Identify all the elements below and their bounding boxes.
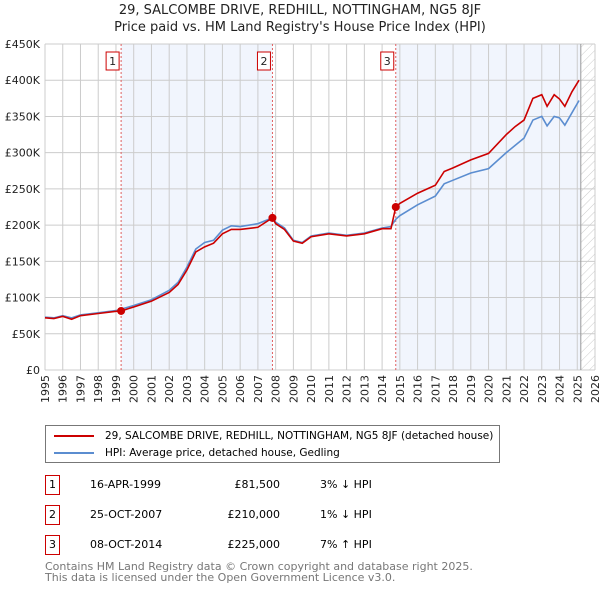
sale-hpi-diff: 1% ↓ HPI [320, 508, 372, 521]
x-tick-label: 2014 [376, 375, 389, 403]
x-tick-label: 2003 [181, 375, 194, 403]
sale-number: 3 [45, 535, 60, 555]
y-tick-label: £200K [5, 219, 41, 232]
y-tick-label: £300K [5, 147, 41, 160]
sale-price: £225,000 [227, 538, 281, 551]
sale-price: £81,500 [234, 478, 281, 491]
x-tick-label: 2006 [234, 375, 247, 403]
x-tick-label: 2009 [287, 375, 300, 403]
sale-date: 08-OCT-2014 [90, 538, 163, 551]
sale-hpi-diff: 3% ↓ HPI [320, 478, 372, 491]
shaded-period [121, 44, 273, 370]
y-tick-label: £150K [5, 255, 41, 268]
x-tick-label: 2001 [145, 375, 158, 403]
sale-label: 2 [260, 55, 267, 68]
x-tick-label: 2018 [447, 375, 460, 403]
x-tick-label: 2004 [199, 375, 212, 403]
x-tick-label: 2017 [429, 375, 442, 403]
x-tick-label: 2000 [128, 375, 141, 403]
x-tick-label: 2026 [589, 375, 600, 403]
legend-item-hpi: HPI: Average price, detached house, Gedl… [54, 445, 340, 461]
legend-item-property: 29, SALCOMBE DRIVE, REDHILL, NOTTINGHAM,… [54, 428, 493, 444]
x-tick-label: 1995 [39, 375, 52, 403]
sale-point [117, 306, 126, 315]
x-tick-label: 1999 [110, 375, 123, 403]
sale-hpi-diff: 7% ↑ HPI [320, 538, 372, 551]
sale-label-box [105, 51, 120, 71]
x-tick-label: 2007 [252, 375, 265, 403]
legend-label: 29, SALCOMBE DRIVE, REDHILL, NOTTINGHAM,… [105, 430, 494, 442]
y-tick-label: £100K [5, 292, 41, 305]
y-tick-label: £0 [26, 364, 40, 377]
sale-number: 2 [45, 505, 60, 525]
x-tick-label: 2005 [216, 375, 229, 403]
legend-swatch [54, 452, 94, 454]
sale-label: 1 [109, 55, 116, 68]
sale-point [391, 203, 400, 211]
forecast-hatch [580, 44, 595, 370]
y-tick-label: £350K [5, 110, 41, 123]
x-tick-label: 2015 [394, 375, 407, 403]
footer: Contains HM Land Registry data © Crown c… [45, 561, 473, 583]
sale-row: 3 08-OCT-2014 £225,000 7% ↑ HPI [45, 535, 465, 555]
x-tick-label: 2012 [341, 375, 354, 403]
x-tick-label: 2025 [571, 375, 584, 403]
y-tick-label: £450K [5, 38, 41, 51]
sale-label-box [256, 51, 271, 71]
sale-date: 25-OCT-2007 [90, 508, 163, 521]
x-tick-label: 2019 [465, 375, 478, 403]
footer-line: This data is licensed under the Open Gov… [45, 571, 396, 584]
x-tick-label: 2024 [554, 375, 567, 403]
sale-point [268, 213, 277, 222]
sale-number: 1 [45, 475, 60, 495]
sale-row: 2 25-OCT-2007 £210,000 1% ↓ HPI [45, 505, 465, 525]
sale-label: 3 [384, 55, 391, 68]
legend-swatch [54, 435, 94, 437]
x-tick-label: 2023 [536, 375, 549, 403]
footer-line: Contains HM Land Registry data © Crown c… [45, 560, 473, 573]
x-tick-label: 1998 [92, 375, 105, 403]
x-tick-label: 2022 [518, 375, 531, 403]
chart-title: 29, SALCOMBE DRIVE, REDHILL, NOTTINGHAM,… [118, 3, 482, 18]
x-tick-label: 2010 [305, 375, 318, 403]
x-tick-label: 2021 [500, 375, 513, 403]
price-paid-line [44, 79, 580, 321]
y-tick-label: £250K [5, 183, 41, 196]
x-tick-label: 2020 [483, 375, 496, 403]
sale-label-box [380, 51, 395, 71]
y-tick-label: £400K [5, 74, 41, 87]
sale-price: £210,000 [227, 508, 281, 521]
x-tick-label: 2016 [412, 375, 425, 403]
chart-subtitle: Price paid vs. HM Land Registry's House … [114, 20, 486, 35]
x-tick-label: 1996 [57, 375, 70, 403]
plot-area: 1995 1996 1997 1998 1999 2000 2001 2002 2003 2004… [5, 38, 600, 403]
x-tick-label: 1997 [74, 375, 87, 403]
sale-row: 1 16-APR-1999 £81,500 3% ↓ HPI [45, 475, 465, 495]
x-tick-label: 2011 [323, 375, 336, 403]
x-tick-label: 2002 [163, 375, 176, 403]
y-tick-label: £50K [12, 328, 41, 341]
x-tick-label: 2008 [270, 375, 283, 403]
legend-label: HPI: Average price, detached house, Gedl… [105, 447, 340, 459]
x-tick-label: 2013 [358, 375, 371, 403]
sale-date: 16-APR-1999 [90, 478, 162, 491]
legend: 29, SALCOMBE DRIVE, REDHILL, NOTTINGHAM,… [45, 425, 500, 463]
